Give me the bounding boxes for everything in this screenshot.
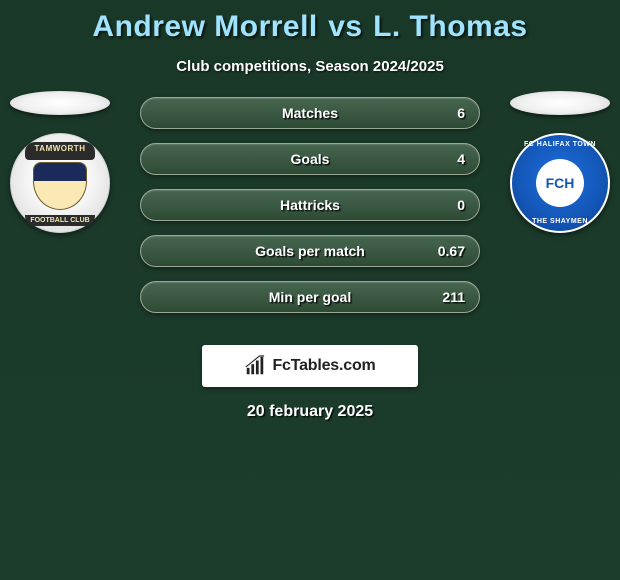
player-b-name: L. Thomas [373, 10, 528, 43]
player-a-photo [10, 91, 110, 115]
stat-label: Matches [282, 105, 338, 121]
stat-row-matches: Matches 6 [140, 97, 480, 129]
club-badge-halifax: FC HALIFAX TOWN THE SHAYMEN [510, 133, 610, 233]
page-title: Andrew Morrell vs L. Thomas [0, 0, 620, 44]
club-ring-bottom: THE SHAYMEN [512, 218, 608, 225]
club-label-bottom: FOOTBALL CLUB [25, 215, 95, 226]
brand-badge[interactable]: FcTables.com [202, 345, 418, 387]
shield-icon [33, 162, 87, 210]
stat-label: Hattricks [280, 197, 340, 213]
stat-value-right: 0 [457, 197, 465, 213]
stat-value-right: 6 [457, 105, 465, 121]
player-b-photo [510, 91, 610, 115]
competition-subtitle: Club competitions, Season 2024/2025 [0, 58, 620, 75]
stat-value-right: 0.67 [438, 243, 465, 259]
stat-row-goals: Goals 4 [140, 143, 480, 175]
vs-separator: vs [328, 10, 362, 43]
stat-row-hattricks: Hattricks 0 [140, 189, 480, 221]
club-ring-top: FC HALIFAX TOWN [512, 141, 608, 148]
stat-bars: Matches 6 Goals 4 Hattricks 0 Goals per … [140, 97, 480, 313]
comparison-arena: FOOTBALL CLUB Matches 6 Goals 4 Hattrick… [0, 97, 620, 327]
bar-chart-icon [244, 355, 266, 377]
player-b-column: FC HALIFAX TOWN THE SHAYMEN [500, 91, 620, 233]
stat-value-right: 211 [442, 289, 465, 305]
brand-text: FcTables.com [272, 357, 375, 375]
stat-value-right: 4 [457, 151, 465, 167]
stat-row-goals-per-match: Goals per match 0.67 [140, 235, 480, 267]
stat-label: Goals per match [255, 243, 365, 259]
player-a-column: FOOTBALL CLUB [0, 91, 120, 233]
player-a-name: Andrew Morrell [92, 10, 317, 43]
stat-row-min-per-goal: Min per goal 211 [140, 281, 480, 313]
club-badge-tamworth: FOOTBALL CLUB [10, 133, 110, 233]
snapshot-date: 20 february 2025 [0, 403, 620, 421]
stat-label: Goals [291, 151, 330, 167]
stat-label: Min per goal [269, 289, 351, 305]
